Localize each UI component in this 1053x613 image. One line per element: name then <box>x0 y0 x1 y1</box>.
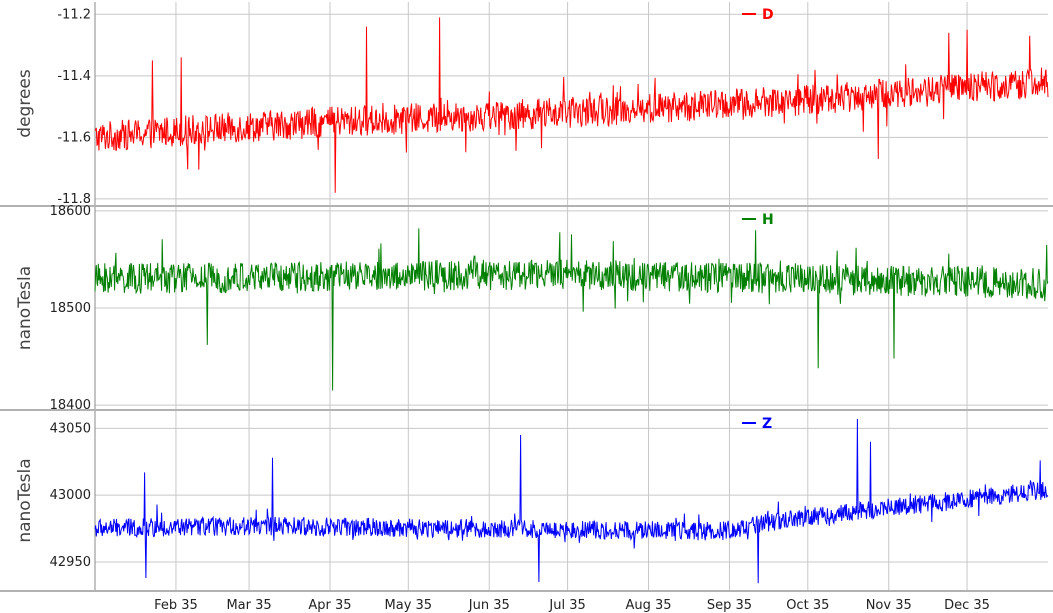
x-tick-label: Dec 35 <box>944 598 990 613</box>
y-tick-label: 18400 <box>50 398 91 413</box>
x-tick-label: Apr 35 <box>308 598 351 613</box>
y-tick-label: 43000 <box>50 488 91 503</box>
series-line-z <box>94 418 1049 584</box>
x-tick-label: Nov 35 <box>866 598 912 613</box>
y-tick-label: 18600 <box>50 204 91 219</box>
panel-d: -11.8 -11.6 -11.4 -11.2 degrees D <box>0 2 1053 207</box>
y-tick-label: -11.2 <box>57 7 91 22</box>
y-tick-label: -11.4 <box>57 69 91 84</box>
panel-z: 42950 43000 43050 nanoTesla Z <box>0 411 1053 592</box>
y-tick-label: 42950 <box>50 555 91 570</box>
x-tick-label: Feb 35 <box>154 598 198 613</box>
series-line-d <box>94 17 1049 193</box>
series-line-h <box>94 228 1049 391</box>
x-tick-label: Jul 35 <box>548 598 585 613</box>
x-tick-label: Sep 35 <box>707 598 752 613</box>
y-tick-label: 18500 <box>50 301 91 316</box>
x-tick-label: Oct 35 <box>786 598 829 613</box>
y-tick-label: -11.8 <box>57 192 91 207</box>
y-axis-label: nanoTesla <box>15 266 35 350</box>
legend-label: H <box>762 212 774 228</box>
x-tick-label: Mar 35 <box>226 598 271 613</box>
panel-h: 18400 18500 18600 nanoTesla H <box>0 204 1053 413</box>
y-axis-label: nanoTesla <box>15 458 35 542</box>
legend-label: D <box>762 7 774 23</box>
x-axis: Feb 35 Mar 35 Apr 35 May 35 Jun 35 Jul 35 Aug … <box>154 598 990 613</box>
legend-label: Z <box>762 416 772 432</box>
y-tick-label: 43050 <box>50 421 91 436</box>
x-tick-label: Aug 35 <box>625 598 671 613</box>
y-axis-label: degrees <box>15 69 35 138</box>
x-tick-label: Jun 35 <box>468 598 510 613</box>
x-tick-label: May 35 <box>385 598 433 613</box>
y-tick-label: -11.6 <box>57 130 91 145</box>
